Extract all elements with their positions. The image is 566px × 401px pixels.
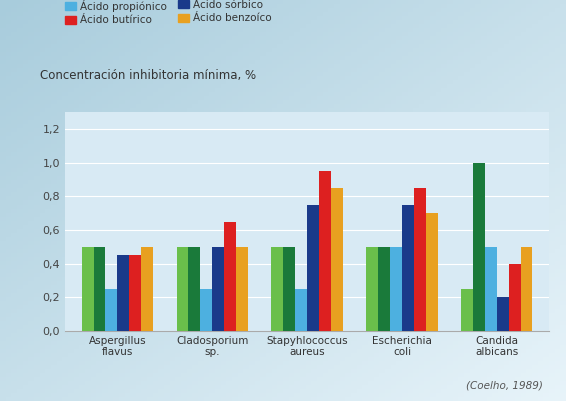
Bar xyxy=(177,247,188,331)
Bar xyxy=(188,247,200,331)
Bar xyxy=(366,247,378,331)
Bar xyxy=(390,247,402,331)
Bar xyxy=(129,255,141,331)
Bar xyxy=(378,247,390,331)
Bar xyxy=(319,171,331,331)
Text: Concentración inhibitoria mínima, %: Concentración inhibitoria mínima, % xyxy=(40,69,256,82)
Bar xyxy=(93,247,105,331)
Bar xyxy=(426,213,438,331)
Bar xyxy=(485,247,497,331)
Bar xyxy=(402,205,414,331)
Bar xyxy=(212,247,224,331)
Bar xyxy=(497,297,509,331)
Bar xyxy=(414,188,426,331)
Bar xyxy=(224,222,236,331)
Bar xyxy=(141,247,153,331)
Bar xyxy=(200,289,212,331)
Bar xyxy=(105,289,117,331)
Bar xyxy=(272,247,284,331)
Bar xyxy=(295,289,307,331)
Text: (Coelho, 1989): (Coelho, 1989) xyxy=(466,381,543,391)
Bar xyxy=(331,188,342,331)
Bar xyxy=(236,247,248,331)
Bar xyxy=(461,289,473,331)
Bar xyxy=(284,247,295,331)
Bar xyxy=(117,255,129,331)
Legend: Ácido fórmico, Ácido propiónico, Ácido butírico, Ácido acético, Ácido sórbico, Á: Ácido fórmico, Ácido propiónico, Ácido b… xyxy=(61,0,276,30)
Bar xyxy=(521,247,533,331)
Bar xyxy=(307,205,319,331)
Bar xyxy=(473,163,485,331)
Bar xyxy=(82,247,93,331)
Bar xyxy=(509,263,521,331)
